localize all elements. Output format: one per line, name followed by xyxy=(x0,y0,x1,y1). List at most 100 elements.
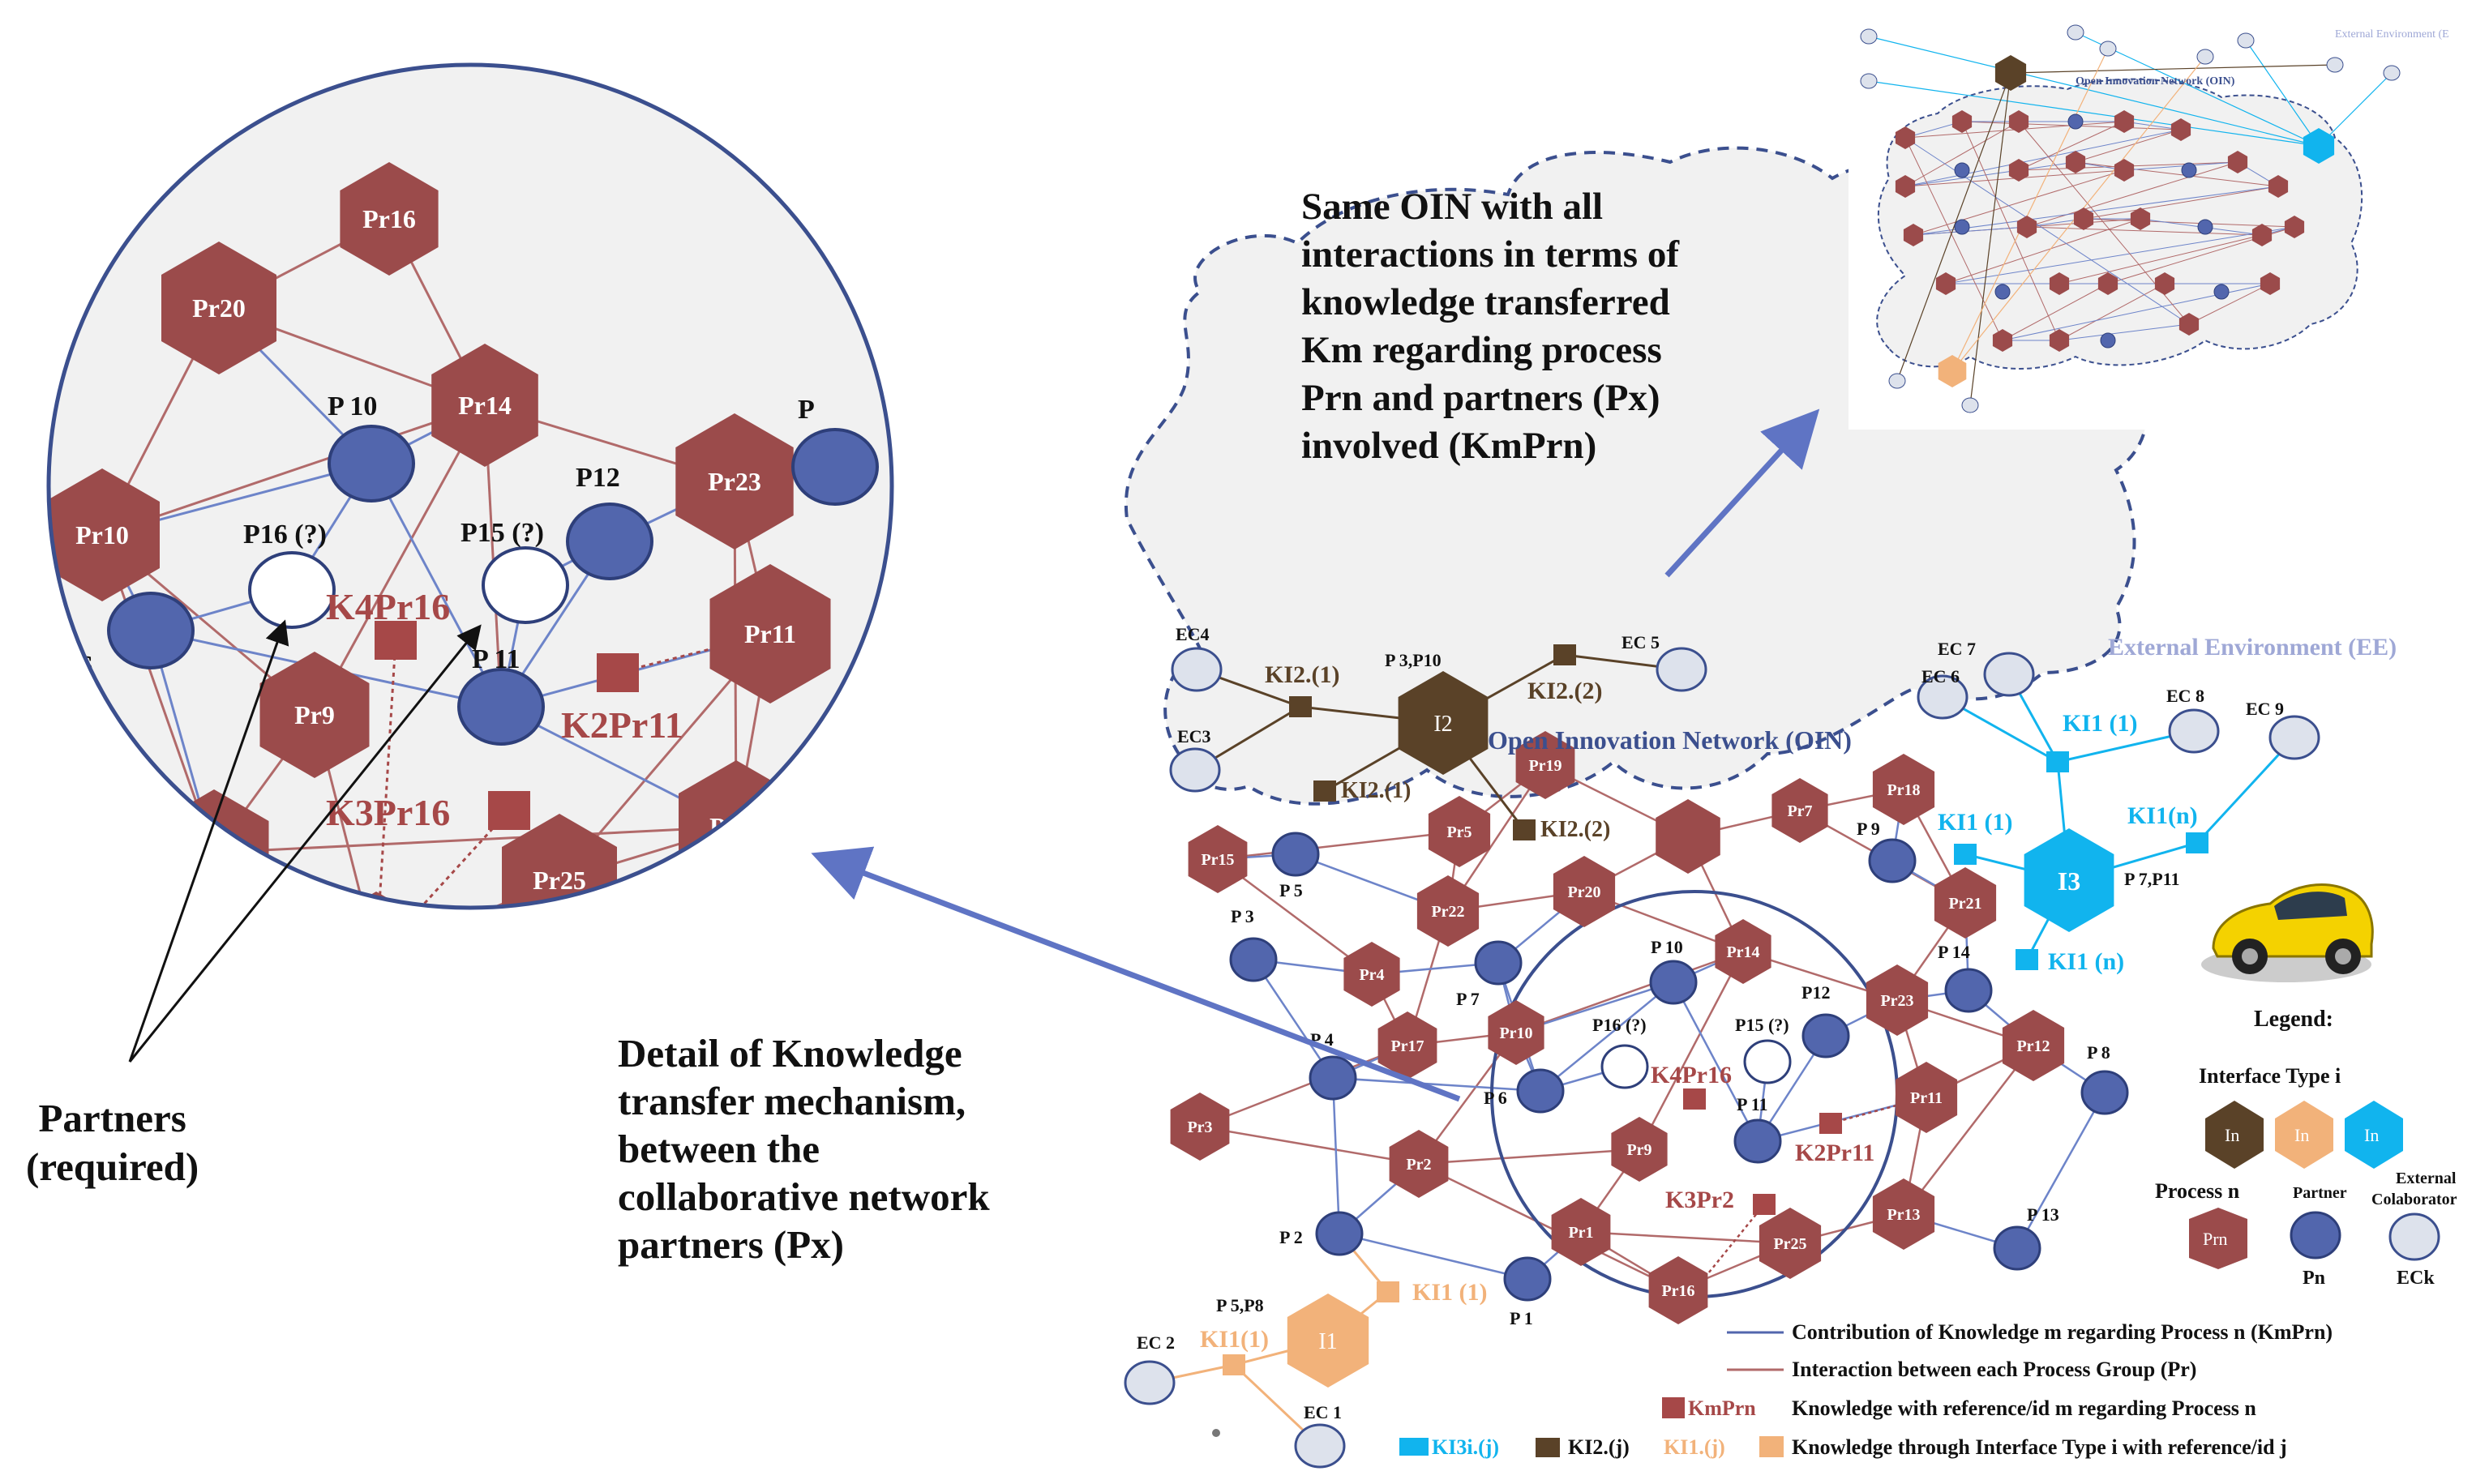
zoom-partner-node xyxy=(328,425,415,503)
zoom-partner-node xyxy=(457,668,545,746)
process-node xyxy=(1170,1093,1230,1161)
thumb-link xyxy=(2018,121,2125,171)
partner-node xyxy=(1600,1044,1649,1089)
legend-interface-orange: In xyxy=(2275,1101,2333,1169)
legend-process-label: Process n xyxy=(2155,1179,2240,1203)
process-interaction-line xyxy=(1638,951,1745,1150)
thumb-ec-node xyxy=(1860,28,1878,45)
thumb-link xyxy=(2058,323,2190,341)
interface-i1 xyxy=(1287,1294,1369,1388)
partner-label: P 2 xyxy=(1279,1227,1303,1247)
partner-label: P 8 xyxy=(2087,1042,2110,1063)
ec-label: EC 7 xyxy=(1938,639,1976,659)
legend-process-symbol: Prn xyxy=(2189,1208,2247,1269)
partner-node xyxy=(1516,1068,1565,1114)
knowledge-square xyxy=(1753,1194,1776,1215)
interface-i3-label: I3 xyxy=(2058,866,2080,896)
process-label: Pr3 xyxy=(1187,1118,1212,1136)
thumb-process-node xyxy=(2049,329,2070,352)
zoom-partner-label: P xyxy=(798,395,815,425)
partner-node xyxy=(1743,1039,1792,1084)
thumb-process-node xyxy=(1903,224,1924,246)
thumb-process-node xyxy=(2065,151,2086,173)
caption-detail-line2: transfer mechanism, xyxy=(618,1079,966,1123)
partner-link-line xyxy=(1332,1076,1541,1093)
process-interaction-line xyxy=(1418,1148,1640,1165)
partner-label: P 9 xyxy=(1857,819,1880,839)
ec-label: EC4 xyxy=(1176,624,1210,644)
process-label: Pr23 xyxy=(1880,992,1913,1010)
process-node xyxy=(1895,1062,1958,1133)
thumb-iface-link xyxy=(2010,64,2336,74)
thumb-process-node xyxy=(2016,216,2037,238)
process-label: Pr14 xyxy=(1726,943,1759,961)
caption-detail-line3: between the xyxy=(618,1127,820,1171)
knowledge-square xyxy=(2016,949,2038,970)
thumb-link xyxy=(1904,137,2190,325)
thumb-process-node xyxy=(2260,272,2281,295)
zoom-partner-node xyxy=(482,546,569,624)
interface-i1-label: I1 xyxy=(1318,1329,1337,1354)
partner-node xyxy=(1229,937,1278,982)
legend-row-contrib: Contribution of Knowledge m regarding Pr… xyxy=(1792,1320,2333,1344)
caption-partners-line2: (required) xyxy=(26,1144,199,1189)
process-label: Pr22 xyxy=(1431,903,1464,921)
legend-interface-brown: In xyxy=(2205,1101,2264,1169)
partner-node xyxy=(1649,960,1698,1005)
knowledge-label: KI1(n) xyxy=(2127,802,2198,829)
partner-label: P 5 xyxy=(1279,880,1303,900)
knowledge-label: KI2.(2) xyxy=(1527,678,1603,704)
thumb-ec-node xyxy=(1860,73,1878,89)
zoom-partner-label: P15 (?) xyxy=(461,518,544,548)
legend-partner-label: Partner xyxy=(2293,1184,2347,1202)
process-interaction-line xyxy=(1217,830,1460,861)
knowledge-label: KI1 (1) xyxy=(1938,809,2013,836)
thumb-iface-link xyxy=(2318,72,2393,147)
knowledge-label: K2Pr11 xyxy=(1795,1140,1874,1166)
caption-same-oin-line6: involved (KmPrn) xyxy=(1301,425,1597,467)
process-label: Pr18 xyxy=(1887,781,1920,799)
external-collaborator-node xyxy=(1169,747,1221,793)
interface-link-line xyxy=(2196,736,2296,845)
zoom-partner-label: P16 (?) xyxy=(243,520,327,550)
process-label: Pr7 xyxy=(1787,802,1812,820)
legend-kmprn-square xyxy=(1662,1397,1685,1418)
legend-ext-label-1: External xyxy=(2396,1170,2457,1187)
process-label: Pr5 xyxy=(1446,823,1472,841)
interface-i3-partners: P 7,P11 xyxy=(2124,869,2179,889)
process-node xyxy=(1866,964,1929,1036)
car-icon xyxy=(2201,883,2374,982)
process-node xyxy=(1648,1256,1708,1324)
thumb-link xyxy=(2123,161,2238,171)
thumb-process-node xyxy=(2097,272,2118,295)
zoom-knowledge-square xyxy=(597,653,639,692)
process-label: Pr9 xyxy=(1626,1141,1651,1159)
zoom-k3-dotted xyxy=(375,809,511,908)
process-label: Pr25 xyxy=(1773,1235,1806,1253)
knowledge-label: KI2.(2) xyxy=(1540,817,1610,842)
process-label: Pr11 xyxy=(1910,1089,1943,1107)
zoom-interaction-line xyxy=(313,404,486,716)
thumb-process-node xyxy=(1895,175,1916,198)
external-collaborator-node xyxy=(1983,652,2035,697)
zoom-process-label: Pr11 xyxy=(744,619,796,648)
legend-pn: Pn xyxy=(2303,1268,2325,1289)
thumb-link xyxy=(2075,161,2279,187)
knowledge-square xyxy=(1954,844,1977,865)
legend-in-orange: In xyxy=(2294,1125,2309,1145)
legend-eck: ECk xyxy=(2397,1268,2435,1289)
legend-ki1-square xyxy=(1759,1436,1784,1457)
knowledge-square xyxy=(1289,696,1312,717)
thumb-process-node xyxy=(1992,329,2013,352)
partner-label: P 11 xyxy=(1737,1094,1768,1114)
legend-ext-label-2: Colaborator xyxy=(2371,1191,2457,1208)
arrow-to-thumbnail xyxy=(1664,408,1820,578)
caption-detail: Detail of Knowledge transfer mechanism, … xyxy=(618,1029,990,1268)
process-node xyxy=(1488,1000,1544,1065)
zoom-process-node xyxy=(675,413,794,550)
thumb-iface-link xyxy=(1951,48,2109,372)
ec-label: EC3 xyxy=(1177,726,1211,746)
knowledge-label: KI1(1) xyxy=(1200,1326,1269,1353)
ec-label: EC 1 xyxy=(1304,1402,1342,1422)
thumb-link xyxy=(1913,169,2125,236)
